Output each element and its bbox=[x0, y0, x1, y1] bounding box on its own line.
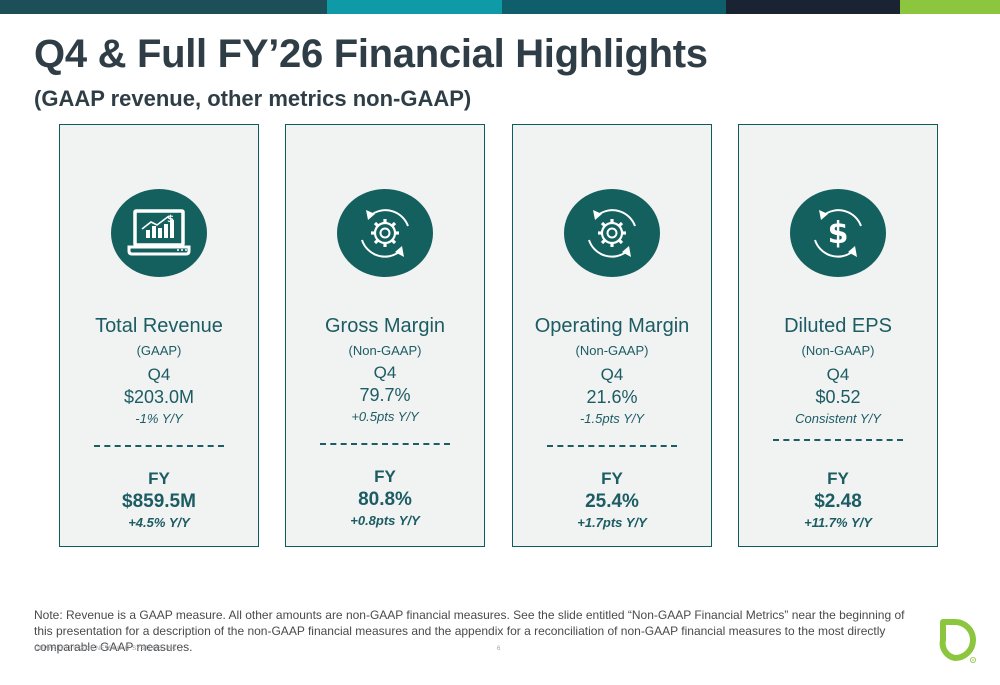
fiscal-year-label: FY bbox=[827, 469, 849, 488]
metric-title: Gross Margin bbox=[324, 315, 446, 337]
dashed-divider bbox=[547, 445, 677, 447]
top-bar-segment-4 bbox=[726, 0, 900, 14]
dashed-divider bbox=[773, 439, 903, 441]
fiscal-year-change: +0.8pts Y/Y bbox=[350, 513, 420, 528]
metric-qualifier: (Non-GAAP) bbox=[801, 343, 875, 358]
quarter-value: $203.0M bbox=[123, 387, 195, 407]
fiscal-year-label: FY bbox=[374, 467, 396, 486]
metric-card-total-revenue: $ Total Revenue (GAAP) Q4 $203.0M -1% Y/… bbox=[59, 124, 259, 547]
footnote: Note: Revenue is a GAAP measure. All oth… bbox=[34, 608, 905, 654]
fiscal-year-value: $2.48 bbox=[814, 491, 862, 512]
quarter-value: $0.52 bbox=[815, 387, 861, 407]
fiscal-year-change: +4.5% Y/Y bbox=[128, 515, 190, 530]
dashed-divider bbox=[320, 443, 450, 445]
page-number: 6 bbox=[497, 646, 501, 652]
fiscal-year-value: 25.4% bbox=[585, 491, 639, 512]
svg-text:$: $ bbox=[828, 216, 849, 251]
metric-qualifier: (Non-GAAP) bbox=[348, 343, 422, 358]
top-bar-segment-3 bbox=[502, 0, 726, 14]
metric-card-diluted-eps: $ Diluted EPS (Non-GAAP) Q4 $0.52 Consis… bbox=[738, 124, 938, 547]
laptop-chart-dollar-icon: $ bbox=[111, 189, 207, 277]
page-title: Q4 & Full FY’26 Financial Highlights bbox=[34, 32, 708, 76]
gear-cycle-icon bbox=[337, 189, 433, 277]
fiscal-year-value: $859.5M bbox=[122, 491, 196, 512]
quarter-label: Q4 bbox=[600, 365, 624, 384]
copyright-text: COPYRIGHT © 2026 NETSCOUT SYSTEMS, INC. … bbox=[34, 646, 183, 652]
metric-title: Total Revenue bbox=[95, 315, 223, 337]
svg-text:R: R bbox=[972, 659, 975, 663]
fiscal-year-label: FY bbox=[601, 469, 623, 488]
fiscal-year-value: 80.8% bbox=[358, 489, 412, 510]
quarter-value: 79.7% bbox=[359, 385, 411, 405]
quarter-change: -1.5pts Y/Y bbox=[579, 411, 645, 426]
quarter-label: Q4 bbox=[373, 363, 397, 382]
quarter-change: -1% Y/Y bbox=[135, 411, 183, 426]
dashed-divider bbox=[94, 445, 224, 447]
top-bar-segment-5 bbox=[900, 0, 1000, 14]
fiscal-year-label: FY bbox=[148, 469, 170, 488]
top-bar-segment-2 bbox=[327, 0, 502, 14]
quarter-change: Consistent Y/Y bbox=[795, 411, 881, 426]
quarter-change: +0.5pts Y/Y bbox=[351, 409, 419, 424]
metric-title: Diluted EPS bbox=[784, 315, 892, 337]
metric-qualifier: (GAAP) bbox=[136, 343, 182, 358]
top-color-bar bbox=[0, 0, 1000, 14]
quarter-label: Q4 bbox=[147, 365, 171, 384]
metric-card-operating-margin: Operating Margin (Non-GAAP) Q4 21.6% -1.… bbox=[512, 124, 712, 547]
dollar-cycle-icon: $ bbox=[790, 189, 886, 277]
page-subtitle: (GAAP revenue, other metrics non-GAAP) bbox=[34, 86, 472, 111]
fiscal-year-change: +1.7pts Y/Y bbox=[577, 515, 647, 530]
quarter-label: Q4 bbox=[826, 365, 850, 384]
fiscal-year-change: +11.7% Y/Y bbox=[804, 515, 872, 530]
svg-text:$: $ bbox=[167, 214, 174, 225]
quarter-value: 21.6% bbox=[586, 387, 638, 407]
metric-qualifier: (Non-GAAP) bbox=[575, 343, 649, 358]
netscout-logo-icon: R bbox=[933, 616, 977, 664]
metric-card-gross-margin: Gross Margin (Non-GAAP) Q4 79.7% +0.5pts… bbox=[285, 124, 485, 547]
top-bar-segment-1 bbox=[0, 0, 327, 14]
metric-title: Operating Margin bbox=[534, 315, 690, 337]
gear-cycle-icon bbox=[564, 189, 660, 277]
